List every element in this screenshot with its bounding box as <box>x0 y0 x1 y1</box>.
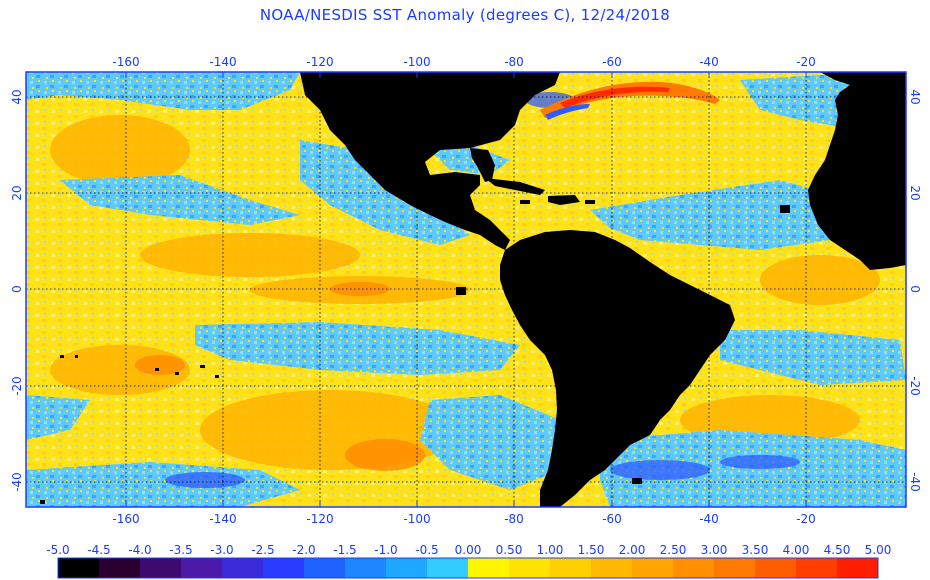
colorbar-swatch <box>386 558 428 578</box>
colorbar-label: 3.50 <box>742 543 769 557</box>
colorbar-label: -2.0 <box>292 543 315 557</box>
colorbar-label: 4.00 <box>783 543 810 557</box>
map-title: NOAA/NESDIS SST Anomaly (degrees C), 12/… <box>259 6 671 24</box>
tick-marks <box>125 72 807 507</box>
puerto-rico-land <box>585 200 595 204</box>
colorbar-swatch <box>304 558 346 578</box>
lon-label-top: -20 <box>796 55 816 69</box>
cuba-land <box>485 178 545 195</box>
map-body <box>26 72 906 507</box>
lon-label-bottom: -100 <box>403 512 430 526</box>
colorbar-swatch <box>222 558 264 578</box>
colorbar-swatch <box>99 558 141 578</box>
lon-label-top: -60 <box>602 55 622 69</box>
colorbar-swatch <box>591 558 633 578</box>
colorbar-label: 4.50 <box>824 543 851 557</box>
lat-label-left: 20 <box>10 185 24 200</box>
lon-label-bottom: -60 <box>602 512 622 526</box>
lon-label-bottom: -20 <box>796 512 816 526</box>
lon-label-bottom: -40 <box>699 512 719 526</box>
colorbar-swatch <box>714 558 756 578</box>
colorbar-swatch <box>550 558 592 578</box>
lat-label-left: -20 <box>10 376 24 396</box>
greenland-edge-land <box>860 72 906 110</box>
colorbar-label: 0.00 <box>455 543 482 557</box>
colorbar-swatch <box>58 558 100 578</box>
hispaniola-land <box>548 195 580 205</box>
lat-label-right: -20 <box>908 376 922 396</box>
hot-anomaly-regions <box>135 282 425 471</box>
colorbar-swatch <box>509 558 551 578</box>
florida-land <box>470 148 495 182</box>
colorbar-label: 1.50 <box>578 543 605 557</box>
lat-label-right: 40 <box>908 89 922 104</box>
colorbar-label: -4.0 <box>128 543 151 557</box>
colorbar-swatch <box>632 558 674 578</box>
south-america-land <box>500 230 735 507</box>
lon-label-top: -100 <box>403 55 430 69</box>
colorbar-label: -4.5 <box>87 543 110 557</box>
colorbar-swatch <box>181 558 223 578</box>
lat-label-left: 40 <box>10 89 24 104</box>
colorbar-swatch <box>427 558 469 578</box>
lon-label-bottom: -140 <box>209 512 236 526</box>
falklands-land <box>632 478 642 484</box>
lon-label-top: -120 <box>306 55 333 69</box>
colorbar-label: 1.00 <box>537 543 564 557</box>
jamaica-land <box>520 200 530 204</box>
colorbar-swatch <box>140 558 182 578</box>
colorbar-label: -5.0 <box>46 543 69 557</box>
colorbar-label: 2.00 <box>619 543 646 557</box>
lat-label-left: -40 <box>10 472 24 492</box>
cool-anomaly-regions <box>26 72 906 507</box>
galapagos-land <box>456 287 466 295</box>
lat-label-right: -40 <box>908 472 922 492</box>
lon-label-top: -80 <box>504 55 524 69</box>
lon-label-top: -40 <box>699 55 719 69</box>
colorbar-swatch <box>263 558 305 578</box>
right-latitude-labels: 40 20 0 -20 -40 <box>908 89 922 491</box>
colorbar-label: -3.5 <box>169 543 192 557</box>
colorbar-swatch <box>755 558 797 578</box>
colorbar-label: -1.0 <box>374 543 397 557</box>
lon-label-top: -140 <box>209 55 236 69</box>
colorbar-frame <box>57 557 879 579</box>
lon-label-bottom: -80 <box>504 512 524 526</box>
colorbar-label: 3.00 <box>701 543 728 557</box>
colorbar-swatch <box>837 558 879 578</box>
north-america-land <box>300 72 560 250</box>
colorbar-swatch <box>796 558 838 578</box>
colorbar-label: 2.50 <box>660 543 687 557</box>
lon-label-bottom: -120 <box>306 512 333 526</box>
lat-lon-grid <box>26 72 906 507</box>
colorbar-swatch <box>673 558 715 578</box>
land-masses <box>40 72 906 507</box>
bottom-longitude-labels: -160 -140 -120 -100 -80 -60 -40 -20 <box>112 512 815 526</box>
map-frame <box>25 71 907 508</box>
lat-label-right: 20 <box>908 185 922 200</box>
lat-label-right: 0 <box>908 285 922 293</box>
lon-label-bottom: -160 <box>112 512 139 526</box>
lon-label-top: -160 <box>112 55 139 69</box>
colorbar-label: -0.5 <box>415 543 438 557</box>
colorbar-swatch <box>345 558 387 578</box>
colorbar-label: -3.0 <box>210 543 233 557</box>
lat-label-left: 0 <box>10 285 24 293</box>
europe-africa-land <box>808 72 906 270</box>
colorbar: -5.0 -4.5 -4.0 -3.5 -3.0 -2.5 -2.0 -1.5 -1.0 -0.5… <box>46 543 892 579</box>
colorbar-label: 5.00 <box>865 543 892 557</box>
colorbar-swatch <box>468 558 510 578</box>
top-longitude-labels: -160 -140 -120 -100 -80 -60 -40 -20 <box>112 55 815 69</box>
left-latitude-labels: 40 20 0 -20 -40 <box>10 89 24 491</box>
colorbar-label: 0.50 <box>496 543 523 557</box>
colorbar-label: -2.5 <box>251 543 274 557</box>
colorbar-label: -1.5 <box>333 543 356 557</box>
